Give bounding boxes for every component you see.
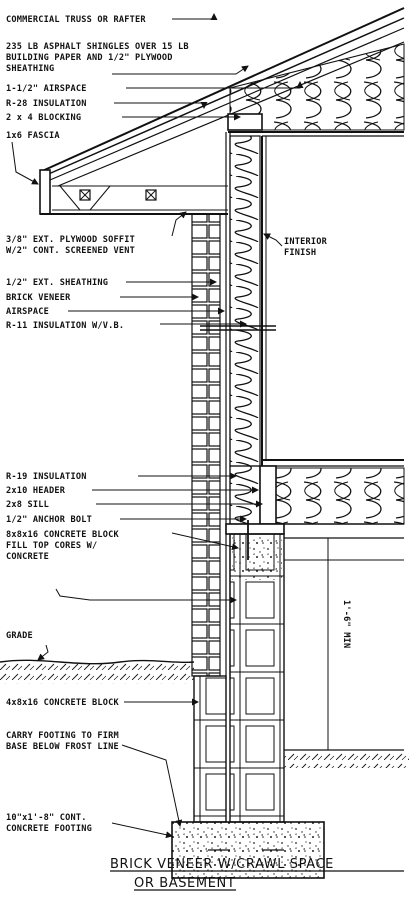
label-ext-sheathing: 1/2" EXT. SHEATHING <box>6 278 108 288</box>
eave-assembly <box>39 169 228 215</box>
label-soffit-1: 3/8" EXT. PLYWOOD SOFFIT <box>6 235 135 245</box>
floor-assembly <box>225 459 405 560</box>
fascia-board <box>39 169 51 215</box>
label-r11: R-11 INSULATION W/V.B. <box>6 321 124 331</box>
header-2x10 <box>259 465 277 525</box>
label-blocking: 2 x 4 BLOCKING <box>6 113 81 123</box>
concrete-footing <box>171 821 325 879</box>
label-brick-veneer: BRICK VENEER <box>6 293 71 303</box>
label-grade: GRADE <box>6 631 33 641</box>
label-footing-note-1: CARRY FOOTING TO FIRM <box>6 731 119 741</box>
label-airspace-top: 1-1/2" AIRSPACE <box>6 84 87 94</box>
label-airspace: AIRSPACE <box>6 307 49 317</box>
leader-lines <box>11 13 304 839</box>
label-footing-1: 10"x1'-8" CONT. <box>6 813 87 823</box>
label-fascia: 1x6 FASCIA <box>6 131 60 141</box>
label-block-3: CONCRETE <box>6 552 49 562</box>
wall-assembly <box>191 132 276 680</box>
label-shingles-1: 235 LB ASPHALT SHINGLES OVER 15 LB <box>6 42 189 52</box>
label-footing-note-2: BASE BELOW FROST LINE <box>6 742 119 752</box>
label-shingles-2: BUILDING PAPER AND 1/2" PLYWOOD <box>6 53 173 63</box>
blocking-2x4 <box>227 113 263 131</box>
height-dimension: 1'-6" MIN <box>320 537 351 751</box>
label-anchor-bolt: 1/2" ANCHOR BOLT <box>6 515 92 525</box>
label-shingles-3: SHEATHING <box>6 64 54 74</box>
label-soffit-2: W/2" CONT. SCREENED VENT <box>6 246 135 256</box>
roof-assembly <box>39 7 405 187</box>
label-sill: 2x8 SILL <box>6 500 49 510</box>
callout-labels: COMMERCIAL TRUSS OR RAFTER 235 LB ASPHAL… <box>6 15 328 834</box>
dimension-label: 1'-6" MIN <box>341 600 351 648</box>
sill-2x8 <box>225 523 285 535</box>
caption-line-2: OR BASEMENT <box>134 876 235 891</box>
label-header: 2x10 HEADER <box>6 486 66 496</box>
label-block-2: FILL TOP CORES W/ <box>6 541 97 551</box>
diagram-caption: BRICK VENEER W/CRAWL SPACE OR BASEMENT <box>110 857 404 891</box>
label-r28: R-28 INSULATION <box>6 99 87 109</box>
caption-line-1: BRICK VENEER W/CRAWL SPACE <box>110 857 334 872</box>
label-footing-2: CONCRETE FOOTING <box>6 824 92 834</box>
label-interior-1: INTERIOR <box>284 237 328 247</box>
label-r19: R-19 INSULATION <box>6 472 87 482</box>
wall-insulation <box>229 135 261 467</box>
label-block-1: 8x8x16 CONCRETE BLOCK <box>6 530 119 540</box>
concrete-block-4x8x16 <box>193 675 227 823</box>
concrete-block-8x8x16 <box>229 533 285 823</box>
foundation-assembly <box>0 533 409 879</box>
label-interior-2: FINISH <box>284 248 316 258</box>
label-truss: COMMERCIAL TRUSS OR RAFTER <box>6 15 146 25</box>
brick-veneer <box>191 213 221 677</box>
label-block-4x8: 4x8x16 CONCRETE BLOCK <box>6 698 119 708</box>
